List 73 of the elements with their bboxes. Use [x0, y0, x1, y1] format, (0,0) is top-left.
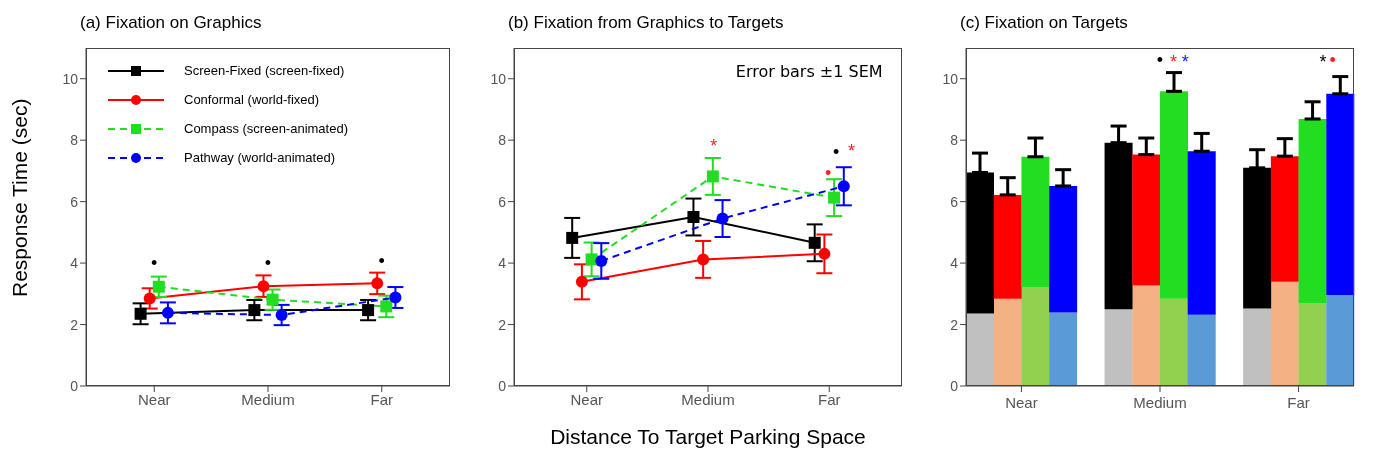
bar	[1104, 309, 1133, 386]
y-tick-label: 10	[62, 70, 79, 87]
y-tick-label: 6	[70, 193, 79, 210]
y-tick-label: 6	[498, 193, 507, 210]
bar	[1187, 151, 1216, 315]
y-tick-label: 0	[498, 377, 507, 394]
y-tick-label: 8	[70, 132, 79, 149]
y-tick-label: 10	[490, 70, 507, 87]
x-tick-label: Near	[137, 390, 171, 408]
annotation: *	[1170, 51, 1178, 72]
bar	[1298, 303, 1327, 386]
x-tick-label: Medium	[681, 390, 735, 408]
x-tick-label: Near	[570, 390, 604, 408]
bar	[993, 194, 1022, 299]
bar	[1160, 298, 1188, 386]
y-tick-label: 4	[950, 255, 959, 272]
y-tick-label: 2	[70, 316, 79, 333]
annotation: •	[264, 252, 272, 273]
y-tick-label: 8	[498, 132, 507, 149]
x-tick-label: Far	[1287, 394, 1310, 411]
bar	[1132, 154, 1161, 286]
y-tick-label: 10	[942, 70, 959, 87]
bar	[1132, 285, 1161, 386]
chart-title: (a) Fixation on Graphics	[79, 12, 263, 34]
bar	[1326, 295, 1355, 386]
y-tick-label: 2	[950, 316, 959, 333]
y-tick-label: 2	[498, 316, 507, 333]
annotation: *	[1319, 51, 1327, 72]
legend-label: Compass (screen-animated)	[184, 121, 349, 136]
bar	[993, 298, 1022, 386]
annotation: Error bars ±1 SEM	[735, 61, 883, 81]
x-tick-label: Medium	[1133, 394, 1187, 411]
bar	[966, 172, 994, 314]
bar	[1160, 91, 1188, 299]
annotation: •	[151, 252, 158, 273]
bar	[1270, 281, 1299, 386]
x-tick-label: Far	[370, 390, 393, 408]
y-tick-label: 4	[70, 255, 79, 272]
chart-title: (c) Fixation on Targets	[959, 12, 1129, 34]
annotation: *	[1181, 51, 1189, 72]
y-tick-label: 6	[950, 193, 959, 210]
annotation: *	[848, 141, 856, 162]
annotation: •	[378, 250, 385, 271]
legend-label: Conformal (world-fixed)	[184, 92, 320, 107]
y-axis-title: Response Time (sec)	[8, 98, 32, 297]
bar	[1298, 118, 1327, 304]
bar	[1021, 156, 1050, 288]
legend-label: Screen-Fixed (screen-fixed)	[184, 63, 345, 78]
annotation: •	[1156, 50, 1164, 71]
bar	[1243, 167, 1272, 309]
legend-label: Pathway (world-animated)	[184, 150, 336, 165]
bar	[1104, 142, 1133, 310]
y-tick-label: 0	[70, 377, 79, 394]
bar	[966, 313, 994, 386]
bar	[1187, 314, 1216, 386]
y-tick-label: 4	[498, 255, 507, 272]
y-tick-label: 0	[950, 377, 959, 394]
bar	[1243, 308, 1272, 386]
annotation: •	[825, 162, 832, 183]
x-tick-label: Far	[818, 390, 841, 408]
x-axis-title: Distance To Target Parking Space	[550, 425, 866, 448]
bar	[1021, 287, 1050, 386]
bar	[1049, 312, 1078, 386]
annotation: •	[1329, 50, 1336, 71]
bar	[1326, 93, 1355, 296]
y-tick-label: 8	[950, 132, 959, 149]
x-tick-label: Medium	[241, 390, 295, 408]
bar	[1270, 156, 1299, 282]
annotation: •	[832, 142, 840, 163]
x-tick-label: Near	[1005, 394, 1038, 411]
chart-title: (b) Fixation from Graphics to Targets	[507, 12, 785, 34]
annotation: *	[710, 136, 718, 157]
bar	[1049, 185, 1078, 313]
